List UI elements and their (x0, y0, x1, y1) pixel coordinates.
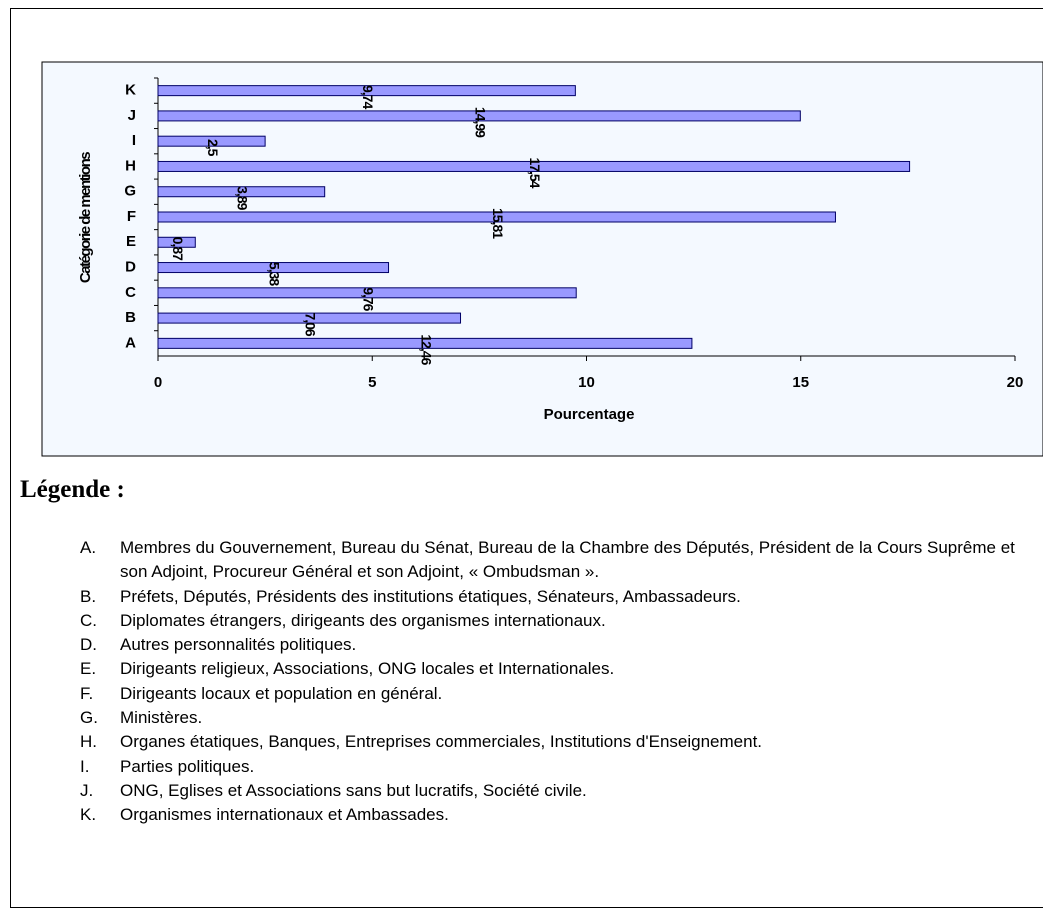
legend-text: Diplomates étrangers, dirigeants des org… (120, 610, 606, 630)
legend-letter: B. (80, 586, 97, 606)
legend-item: G. Ministères. (80, 706, 1040, 730)
legend-letter: D. (80, 635, 97, 655)
bar (157, 337, 693, 349)
y-tick-label: G (124, 183, 136, 200)
legend-letter: F. (80, 683, 94, 703)
bar (157, 135, 266, 147)
value-label: 9,76 (360, 287, 376, 311)
legend-list: A. Membres du Gouvernement, Bureau du Sén… (80, 536, 1040, 828)
value-label: 7,06 (303, 312, 319, 336)
legend-item: H. Organes étatiques, Banques, Entreprise… (80, 730, 1040, 754)
legend-letter: K. (80, 805, 97, 825)
legend-item: K. Organismes internationaux et Ambassade… (80, 803, 1040, 827)
x-tick-label: 5 (368, 374, 376, 391)
x-axis-label: Pourcentage (544, 406, 635, 423)
legend-title: Légende : (20, 476, 125, 503)
y-tick-label: K (125, 82, 136, 99)
bar (157, 287, 577, 299)
value-label: 3,89 (235, 186, 251, 210)
legend-item: B. Préfets, Députés, Présidents des insti… (80, 585, 1040, 609)
x-tick-label: 15 (792, 374, 809, 391)
legend-text: Autres personnalités politiques. (120, 635, 357, 655)
legend-item: A. Membres du Gouvernement, Bureau du Sén… (80, 536, 1040, 585)
legend-text: Ministères. (120, 708, 203, 728)
legend-text: Membres du Gouvernement, Bureau du Sénat… (120, 538, 1015, 582)
legend-item: I. Parties politiques. (80, 755, 1040, 779)
legend-letter: J. (80, 780, 94, 800)
y-tick-label: J (128, 107, 136, 124)
legend-item: F. Dirigeants locaux et population en gén… (80, 682, 1040, 706)
value-label: 15,81 (490, 208, 506, 239)
legend-text: Dirigeants religieux, Associations, ONG … (120, 659, 615, 679)
legend-letter: H. (80, 732, 97, 752)
bar (157, 262, 390, 274)
legend-letter: A. (80, 538, 97, 557)
bar (157, 211, 836, 223)
value-label: 9,74 (360, 85, 376, 109)
y-tick-label: D (125, 259, 136, 276)
legend-text: Préfets, Députés, Présidents des institu… (120, 586, 741, 606)
value-label: 5,38 (267, 262, 283, 286)
bar (157, 160, 911, 172)
legend-item: E. Dirigeants religieux, Associations, ON… (80, 657, 1040, 681)
value-label: 12,46 (418, 334, 434, 365)
legend-text: Organes étatiques, Banques, Entreprises … (120, 732, 763, 752)
legend-letter: E. (80, 659, 97, 679)
y-tick-label: E (126, 233, 136, 250)
chart-area (41, 61, 1043, 457)
legend-text: Parties politiques. (120, 756, 255, 776)
legend-text: Organismes internationaux et Ambassades. (120, 805, 449, 825)
legend-letter: G. (80, 708, 98, 728)
y-tick-label: C (125, 284, 136, 301)
legend-letter: C. (80, 610, 97, 630)
y-tick-label: H (125, 157, 136, 174)
x-tick-label: 20 (1007, 374, 1024, 391)
legend-letter: I. (80, 756, 90, 776)
legend-text: ONG, Eglises et Associations sans but lu… (120, 780, 587, 800)
y-tick-label: F (127, 208, 136, 225)
legend-item: D. Autres personnalités politiques. (80, 633, 1040, 657)
x-tick-label: 10 (578, 374, 595, 391)
y-tick-label: B (125, 309, 136, 326)
legend-item: J. ONG, Eglises et Associations sans but … (80, 779, 1040, 803)
x-tick-label: 0 (154, 374, 162, 391)
y-axis-label: Catégorie de mentions (77, 152, 94, 283)
bar (157, 186, 326, 198)
value-label: 2,5 (205, 139, 221, 157)
value-label: 0,87 (170, 237, 186, 261)
value-label: 17,54 (527, 157, 543, 188)
bar (157, 312, 462, 324)
bar (157, 236, 196, 248)
chart: Pourcentage Catégorie de mentions 0 5 10 15… (41, 61, 1043, 457)
y-tick-label: I (132, 132, 136, 149)
value-label: 14,99 (472, 107, 488, 138)
legend-text: Dirigeants locaux et population en génér… (120, 683, 443, 703)
bar (157, 85, 576, 97)
y-tick-label: A (125, 334, 136, 351)
bar (157, 110, 801, 122)
legend-item: C. Diplomates étrangers, dirigeants des o… (80, 609, 1040, 633)
